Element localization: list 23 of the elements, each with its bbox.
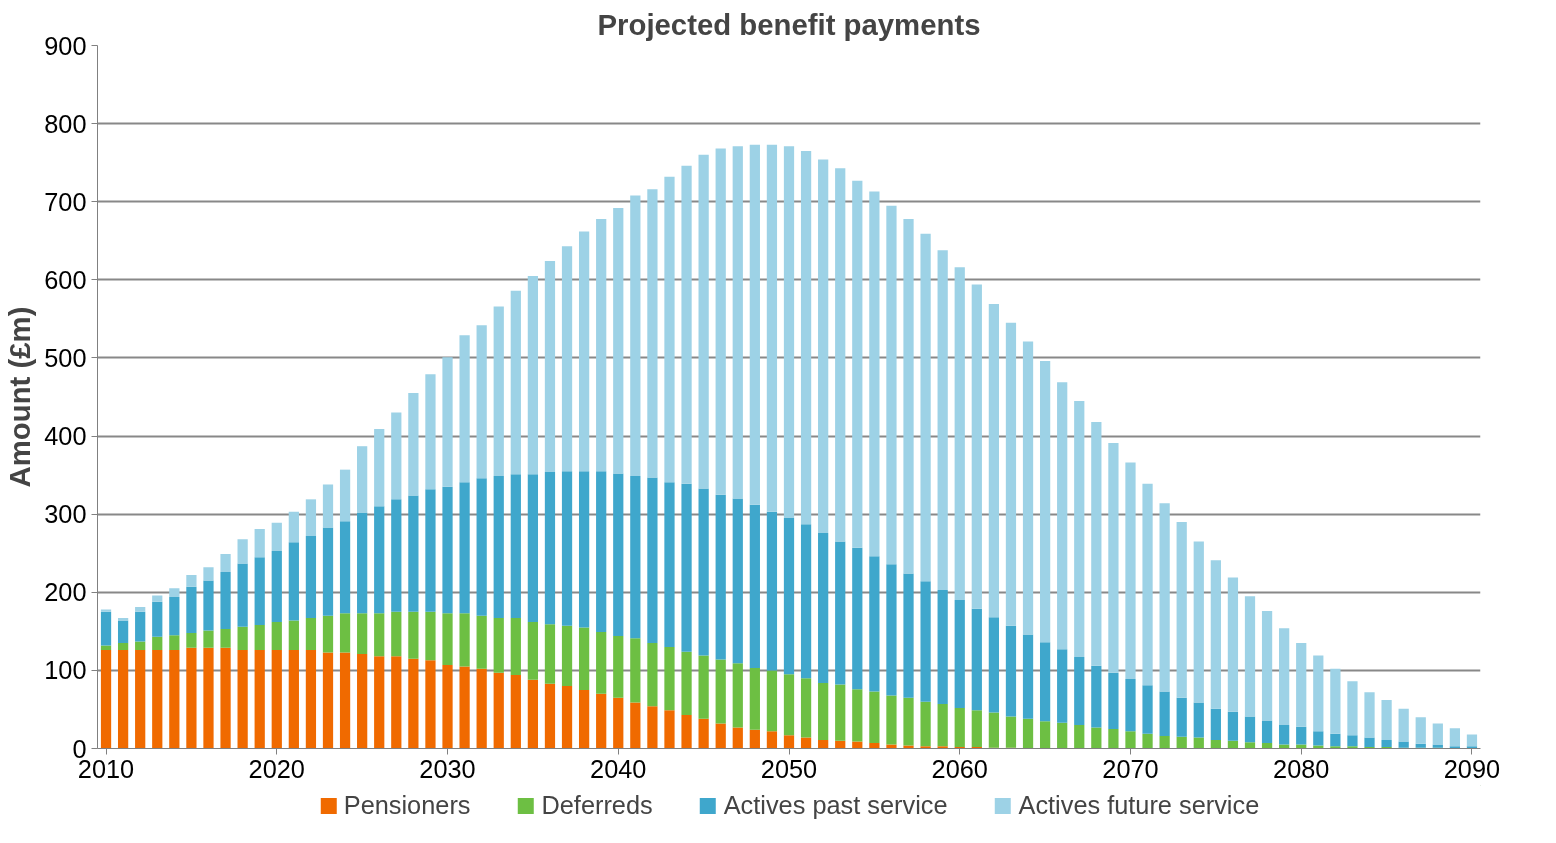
legend-label: Actives future service: [1018, 790, 1260, 820]
y-tick-label: 100: [44, 656, 87, 685]
y-axis-title: Amount (£m): [3, 306, 37, 488]
legend-label: Pensioners: [343, 790, 471, 820]
y-tick-label: 200: [44, 578, 87, 607]
y-tick-label: 800: [44, 109, 87, 138]
x-tick-label: 2070: [1102, 754, 1159, 783]
y-tick-label: 600: [44, 265, 87, 294]
y-tick-label: 300: [44, 500, 87, 529]
y-tick-label: 400: [44, 422, 87, 451]
legend-label: Actives past service: [723, 790, 948, 820]
x-tick-label: 2090: [1443, 754, 1501, 783]
x-tick-label: 2040: [590, 754, 647, 783]
x-tick-label: 2030: [419, 754, 476, 783]
legend-label: Deferreds: [541, 790, 653, 820]
x-tick-label: 2080: [1273, 754, 1330, 783]
y-tick-label: 700: [44, 187, 87, 216]
y-tick-label: 500: [44, 343, 87, 372]
x-tick-label: 2050: [760, 754, 818, 783]
x-tick-label: 2020: [248, 754, 305, 783]
x-tick-label: 2060: [931, 754, 988, 783]
chart-title: Projected benefit payments: [597, 7, 981, 41]
y-tick-label: 900: [44, 31, 87, 60]
